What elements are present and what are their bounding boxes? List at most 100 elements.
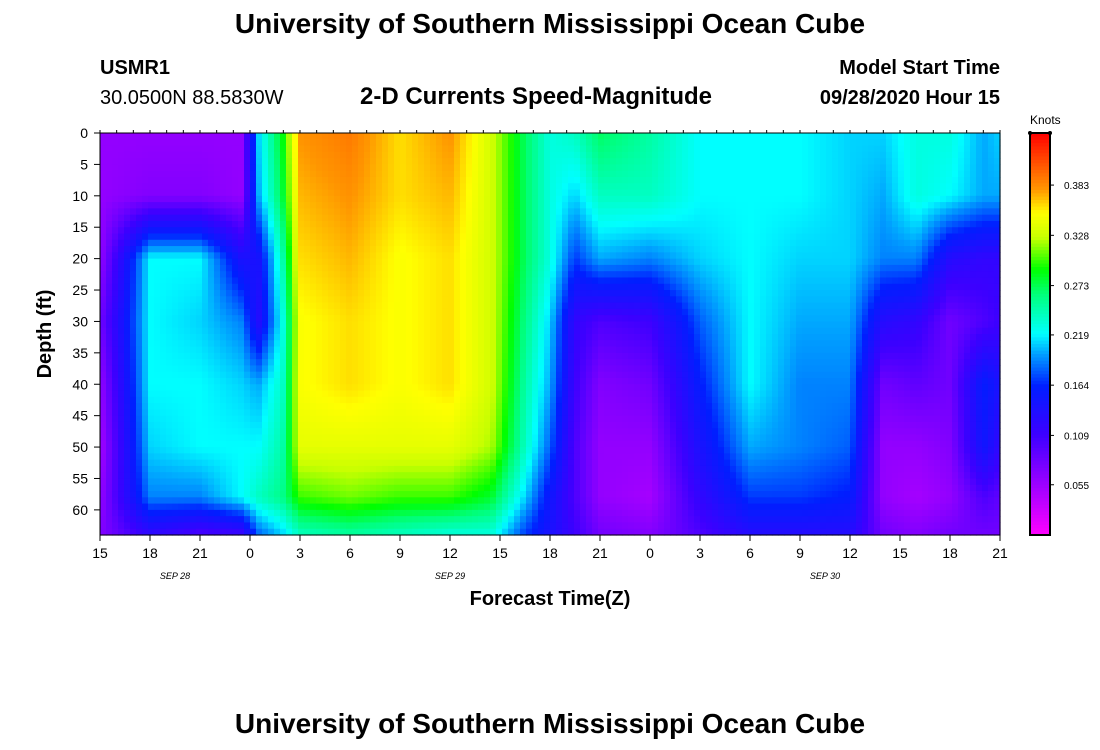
- heatmap-cell: [184, 365, 191, 373]
- heatmap-cell: [490, 302, 497, 310]
- heatmap-cell: [220, 246, 227, 253]
- heatmap-cell: [490, 377, 497, 385]
- heatmap-cell: [232, 296, 239, 304]
- heatmap-cell: [490, 208, 497, 216]
- heatmap-cell: [562, 296, 569, 304]
- heatmap-cell: [124, 183, 131, 191]
- heatmap-cell: [256, 447, 263, 454]
- heatmap-cell: [370, 183, 377, 191]
- heatmap-cell: [136, 321, 143, 329]
- heatmap-cell: [340, 271, 347, 279]
- heatmap-cell: [232, 290, 239, 297]
- heatmap-cell: [166, 390, 173, 398]
- heatmap-cell: [298, 151, 305, 159]
- heatmap-cell: [490, 290, 497, 297]
- heatmap-cell: [244, 151, 251, 159]
- heatmap-cell: [532, 403, 539, 410]
- heatmap-cell: [496, 139, 503, 147]
- heatmap-cell: [352, 453, 359, 461]
- heatmap-cell: [370, 321, 377, 329]
- heatmap-cell: [436, 283, 443, 291]
- heatmap-cell: [142, 396, 149, 404]
- heatmap-cell: [292, 409, 299, 417]
- heatmap-cell: [340, 371, 347, 379]
- heatmap-cell: [382, 478, 389, 486]
- heatmap-cell: [490, 227, 497, 235]
- heatmap-cell: [472, 340, 479, 348]
- heatmap-cell: [412, 390, 419, 398]
- heatmap-cell: [292, 346, 299, 354]
- heatmap-cell: [526, 516, 533, 524]
- heatmap-cell: [406, 246, 413, 253]
- heatmap-cell: [226, 195, 233, 203]
- heatmap-cell: [250, 409, 257, 417]
- heatmap-cell: [130, 233, 137, 241]
- heatmap-cell: [286, 133, 293, 140]
- heatmap-cell: [232, 258, 239, 266]
- heatmap-cell: [136, 459, 143, 467]
- heatmap-cell: [514, 321, 521, 329]
- heatmap-cell: [418, 434, 425, 442]
- heatmap-cell: [544, 491, 551, 498]
- heatmap-cell: [520, 371, 527, 379]
- heatmap-cell: [256, 277, 263, 285]
- heatmap-cell: [340, 164, 347, 172]
- heatmap-cell: [382, 440, 389, 448]
- heatmap-cell: [256, 409, 263, 417]
- heatmap-cell: [118, 516, 125, 524]
- heatmap-cell: [346, 233, 353, 241]
- heatmap-cell: [124, 528, 131, 536]
- heatmap-cell: [508, 440, 515, 448]
- heatmap-cell: [118, 183, 125, 191]
- heatmap-cell: [154, 396, 161, 404]
- heatmap-cell: [370, 252, 377, 260]
- heatmap-cell: [208, 390, 215, 398]
- heatmap-cell: [256, 214, 263, 222]
- heatmap-cell: [124, 365, 131, 373]
- heatmap-cell: [514, 503, 521, 511]
- heatmap-cell: [262, 227, 269, 235]
- heatmap-cell: [274, 440, 281, 448]
- heatmap-cell: [274, 384, 281, 392]
- heatmap-cell: [202, 239, 209, 247]
- heatmap-cell: [286, 189, 293, 197]
- heatmap-cell: [484, 139, 491, 147]
- heatmap-cell: [460, 503, 467, 511]
- heatmap-cell: [136, 214, 143, 222]
- heatmap-cell: [514, 497, 521, 505]
- heatmap-cell: [244, 220, 251, 228]
- heatmap-cell: [244, 315, 251, 323]
- heatmap-cell: [232, 208, 239, 216]
- heatmap-cell: [160, 516, 167, 524]
- heatmap-cell: [274, 139, 281, 147]
- heatmap-cell: [544, 283, 551, 291]
- heatmap-cell: [190, 365, 197, 373]
- heatmap-cell: [322, 271, 329, 279]
- heatmap-cell: [448, 465, 455, 473]
- heatmap-cell: [430, 440, 437, 448]
- heatmap-cell: [472, 522, 479, 530]
- heatmap-cell: [472, 472, 479, 480]
- heatmap-cell: [556, 403, 563, 410]
- heatmap-cell: [172, 158, 179, 166]
- heatmap-cell: [238, 465, 245, 473]
- heatmap-cell: [508, 176, 515, 184]
- heatmap-cell: [244, 384, 251, 392]
- heatmap-cell: [112, 195, 119, 203]
- heatmap-cell: [382, 252, 389, 260]
- heatmap-cell: [388, 239, 395, 247]
- heatmap-cell: [112, 264, 119, 272]
- heatmap-cell: [526, 145, 533, 153]
- heatmap-cell: [496, 208, 503, 216]
- heatmap-cell: [532, 421, 539, 429]
- heatmap-cell: [556, 133, 563, 140]
- heatmap-cell: [100, 271, 107, 279]
- heatmap-cell: [484, 415, 491, 423]
- heatmap-cell: [472, 428, 479, 436]
- heatmap-cell: [190, 220, 197, 228]
- heatmap-cell: [478, 491, 485, 498]
- heatmap-cell: [310, 428, 317, 436]
- heatmap-cell: [208, 359, 215, 367]
- heatmap-cell: [358, 390, 365, 398]
- heatmap-cell: [244, 133, 251, 140]
